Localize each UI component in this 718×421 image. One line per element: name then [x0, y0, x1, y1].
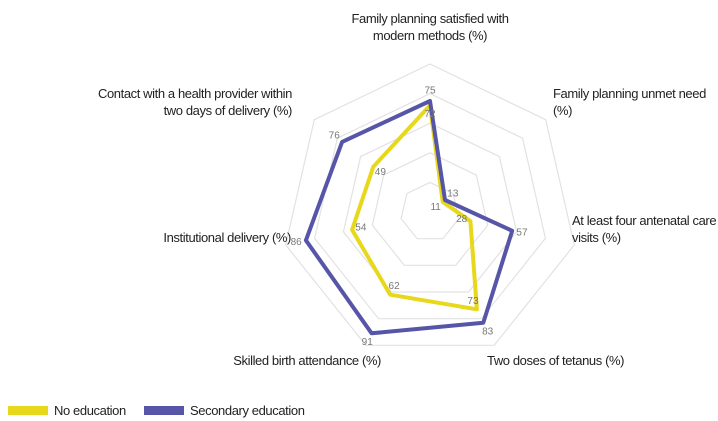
value-label: 91 [362, 337, 374, 348]
value-label: 83 [482, 326, 494, 337]
value-label: 76 [329, 130, 341, 141]
value-label: 54 [355, 222, 367, 233]
grid-ring [313, 92, 547, 320]
grid-ring [400, 181, 460, 240]
value-label: 62 [389, 281, 401, 292]
legend-swatch [8, 406, 48, 415]
value-label: 86 [291, 237, 303, 248]
grid-ring [371, 152, 489, 266]
value-label: 72 [424, 109, 436, 120]
value-label: 11 [430, 202, 441, 213]
legend-swatch [144, 406, 184, 415]
legend-label: No education [54, 403, 126, 418]
series-line [350, 103, 479, 312]
axis-label: Family planning unmet need (%) [553, 86, 706, 118]
value-label: 73 [467, 296, 479, 307]
axis-label: Institutional delivery (%) [163, 230, 291, 245]
value-label: 13 [447, 188, 459, 199]
axis-label: Skilled birth attendance (%) [233, 353, 381, 368]
grid-ring [285, 63, 575, 346]
value-label: 28 [456, 214, 468, 225]
axis-label: At least four antenatal care visits (%) [572, 213, 717, 245]
grid-ring [342, 122, 518, 293]
axis-label: Family planning satisfied with modern me… [351, 11, 509, 43]
value-label: 57 [516, 228, 528, 239]
value-label: 75 [424, 86, 436, 97]
series-line [303, 99, 515, 336]
value-label: 49 [375, 167, 387, 178]
axis-label: Contact with a health provider within tw… [97, 86, 292, 118]
legend-label: Secondary education [190, 403, 305, 418]
axis-label: Two doses of tetanus (%) [487, 353, 625, 368]
